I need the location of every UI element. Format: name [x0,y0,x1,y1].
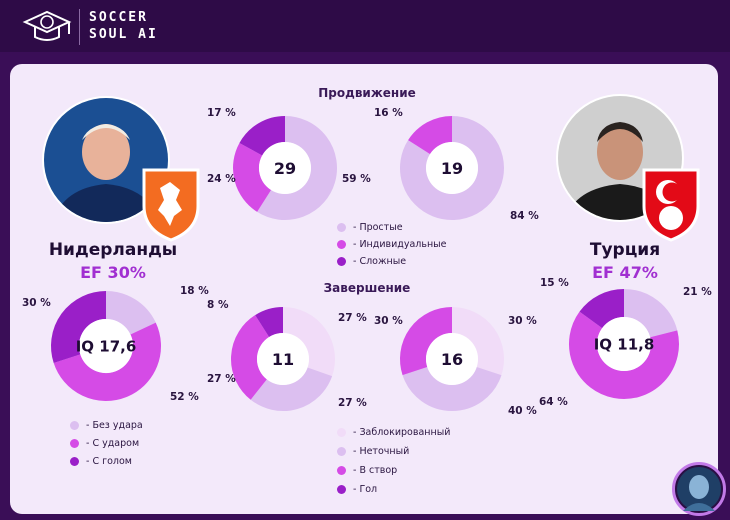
donut-slice-nl-progress-0 [257,116,337,220]
turkey-badge-icon [640,166,702,242]
section-title-progress: Продвижение [318,86,416,100]
donut-value-label-tr-progress-1: 16 % [374,107,403,119]
legend-label: - Сложные [353,256,407,267]
legend-label: - Заблокированный [353,427,451,438]
donut-slice-tr-finish-1 [402,366,502,411]
donut-slice-tr-attack-1 [569,311,679,399]
legend-item: - Простые [337,222,403,233]
donut-slice-nl-finish-2 [231,315,270,400]
donut-value-label-nl-attack-0: 18 % [180,285,209,297]
team-name-left: Нидерланды [48,240,178,260]
donut-slice-nl-finish-1 [250,366,333,411]
legend-label: - Без удара [86,420,143,431]
netherlands-badge-icon [140,166,202,242]
assistant-avatar[interactable] [672,462,726,516]
legend-swatch [337,428,346,437]
legend-swatch [70,457,79,466]
legend-label: - В створ [353,465,398,476]
donut-value-label-tr-attack-0: 21 % [683,286,712,298]
legend-item: - Индивидуальные [337,239,447,250]
donut-value-label-tr-attack-2: 15 % [540,277,569,289]
legend-label: - Простые [353,222,403,233]
legend-swatch [70,421,79,430]
donut-slice-tr-progress-1 [408,116,453,155]
legend-swatch [337,485,346,494]
top-bar: SOCCER SOUL AI [0,0,730,52]
donut-center-label-nl-progress: 29 [274,159,296,178]
donut-slice-nl-progress-2 [239,116,286,157]
legend-item: - Без удара [70,420,143,431]
legend-label: - С ударом [86,438,140,449]
legend-item: - Неточный [337,446,409,457]
donut-value-label-nl-finish-0: 27 % [338,312,367,324]
donut-slice-tr-attack-2 [579,289,625,329]
legend-item: - Заблокированный [337,427,450,438]
legend-swatch [337,223,346,232]
donut-center-label-tr-finish: 16 [441,350,463,369]
legend-label: - С голом [86,456,132,467]
legend-item: - Сложные [337,256,406,267]
legend-swatch [337,240,346,249]
legend-item: - С ударом [70,438,139,449]
section-title-finish: Завершение [323,281,411,295]
donut-slice-nl-finish-0 [282,307,335,377]
legend-swatch [337,257,346,266]
donut-value-label-tr-progress-0: 84 % [510,210,539,222]
legend-swatch [337,447,346,456]
legend-item: - С голом [70,456,132,467]
donut-center-label-tr-progress: 19 [441,159,463,178]
legend-label: - Индивидуальные [353,239,447,250]
legend-item: - В створ [337,465,397,476]
donut-value-label-nl-finish-2: 27 % [207,373,236,385]
donut-slice-tr-progress-0 [400,116,504,220]
donut-value-label-nl-attack-2: 30 % [22,297,51,309]
brand-logo-icon [22,8,72,46]
donut-value-label-nl-finish-1: 27 % [338,397,367,409]
donut-value-label-tr-finish-0: 30 % [508,315,537,327]
donut-center-nl-progress [259,142,311,194]
donut-value-label-tr-finish-2: 30 % [374,315,403,327]
donut-value-label-tr-finish-1: 40 % [508,405,537,417]
donut-slice-nl-attack-2 [51,291,107,363]
donut-value-label-nl-attack-1: 52 % [170,391,199,403]
brand-title-line1: SOCCER [89,10,148,25]
donut-center-label-nl-attack: IQ 17,6 [76,337,137,355]
team-ef-left: EF 30% [80,263,146,282]
legend-label: - Гол [353,484,378,495]
donut-value-label-nl-finish-3: 8 % [207,299,229,311]
donut-slice-tr-attack-0 [623,289,678,339]
donut-slice-nl-attack-1 [53,322,161,401]
donut-center-label-nl-finish: 11 [272,350,294,369]
donut-center-nl-attack [79,319,133,373]
donut-value-label-tr-attack-1: 64 % [539,396,568,408]
legend-label: - Неточный [353,446,410,457]
brand-title-line2: SOUL AI [89,27,158,42]
legend-item: - Гол [337,484,377,495]
donut-slice-nl-finish-3 [255,307,284,338]
donut-value-label-nl-progress-1: 24 % [207,173,236,185]
team-name-right: Турция [589,240,661,260]
donut-center-tr-finish [426,333,478,385]
donut-value-label-nl-progress-0: 59 % [342,173,371,185]
donut-slice-nl-progress-1 [233,142,272,212]
donut-value-label-nl-progress-2: 17 % [207,107,236,119]
donut-slice-nl-attack-0 [105,291,156,336]
donut-center-tr-progress [426,142,478,194]
legend-swatch [337,466,346,475]
donut-slice-tr-finish-2 [400,307,453,376]
donut-center-nl-finish [257,333,309,385]
legend-swatch [70,439,79,448]
logo-divider [79,9,80,45]
donut-slice-tr-finish-0 [451,307,504,376]
donut-center-label-tr-attack: IQ 11,8 [594,335,655,353]
team-ef-right: EF 47% [592,263,658,282]
donut-center-tr-attack [597,317,651,371]
